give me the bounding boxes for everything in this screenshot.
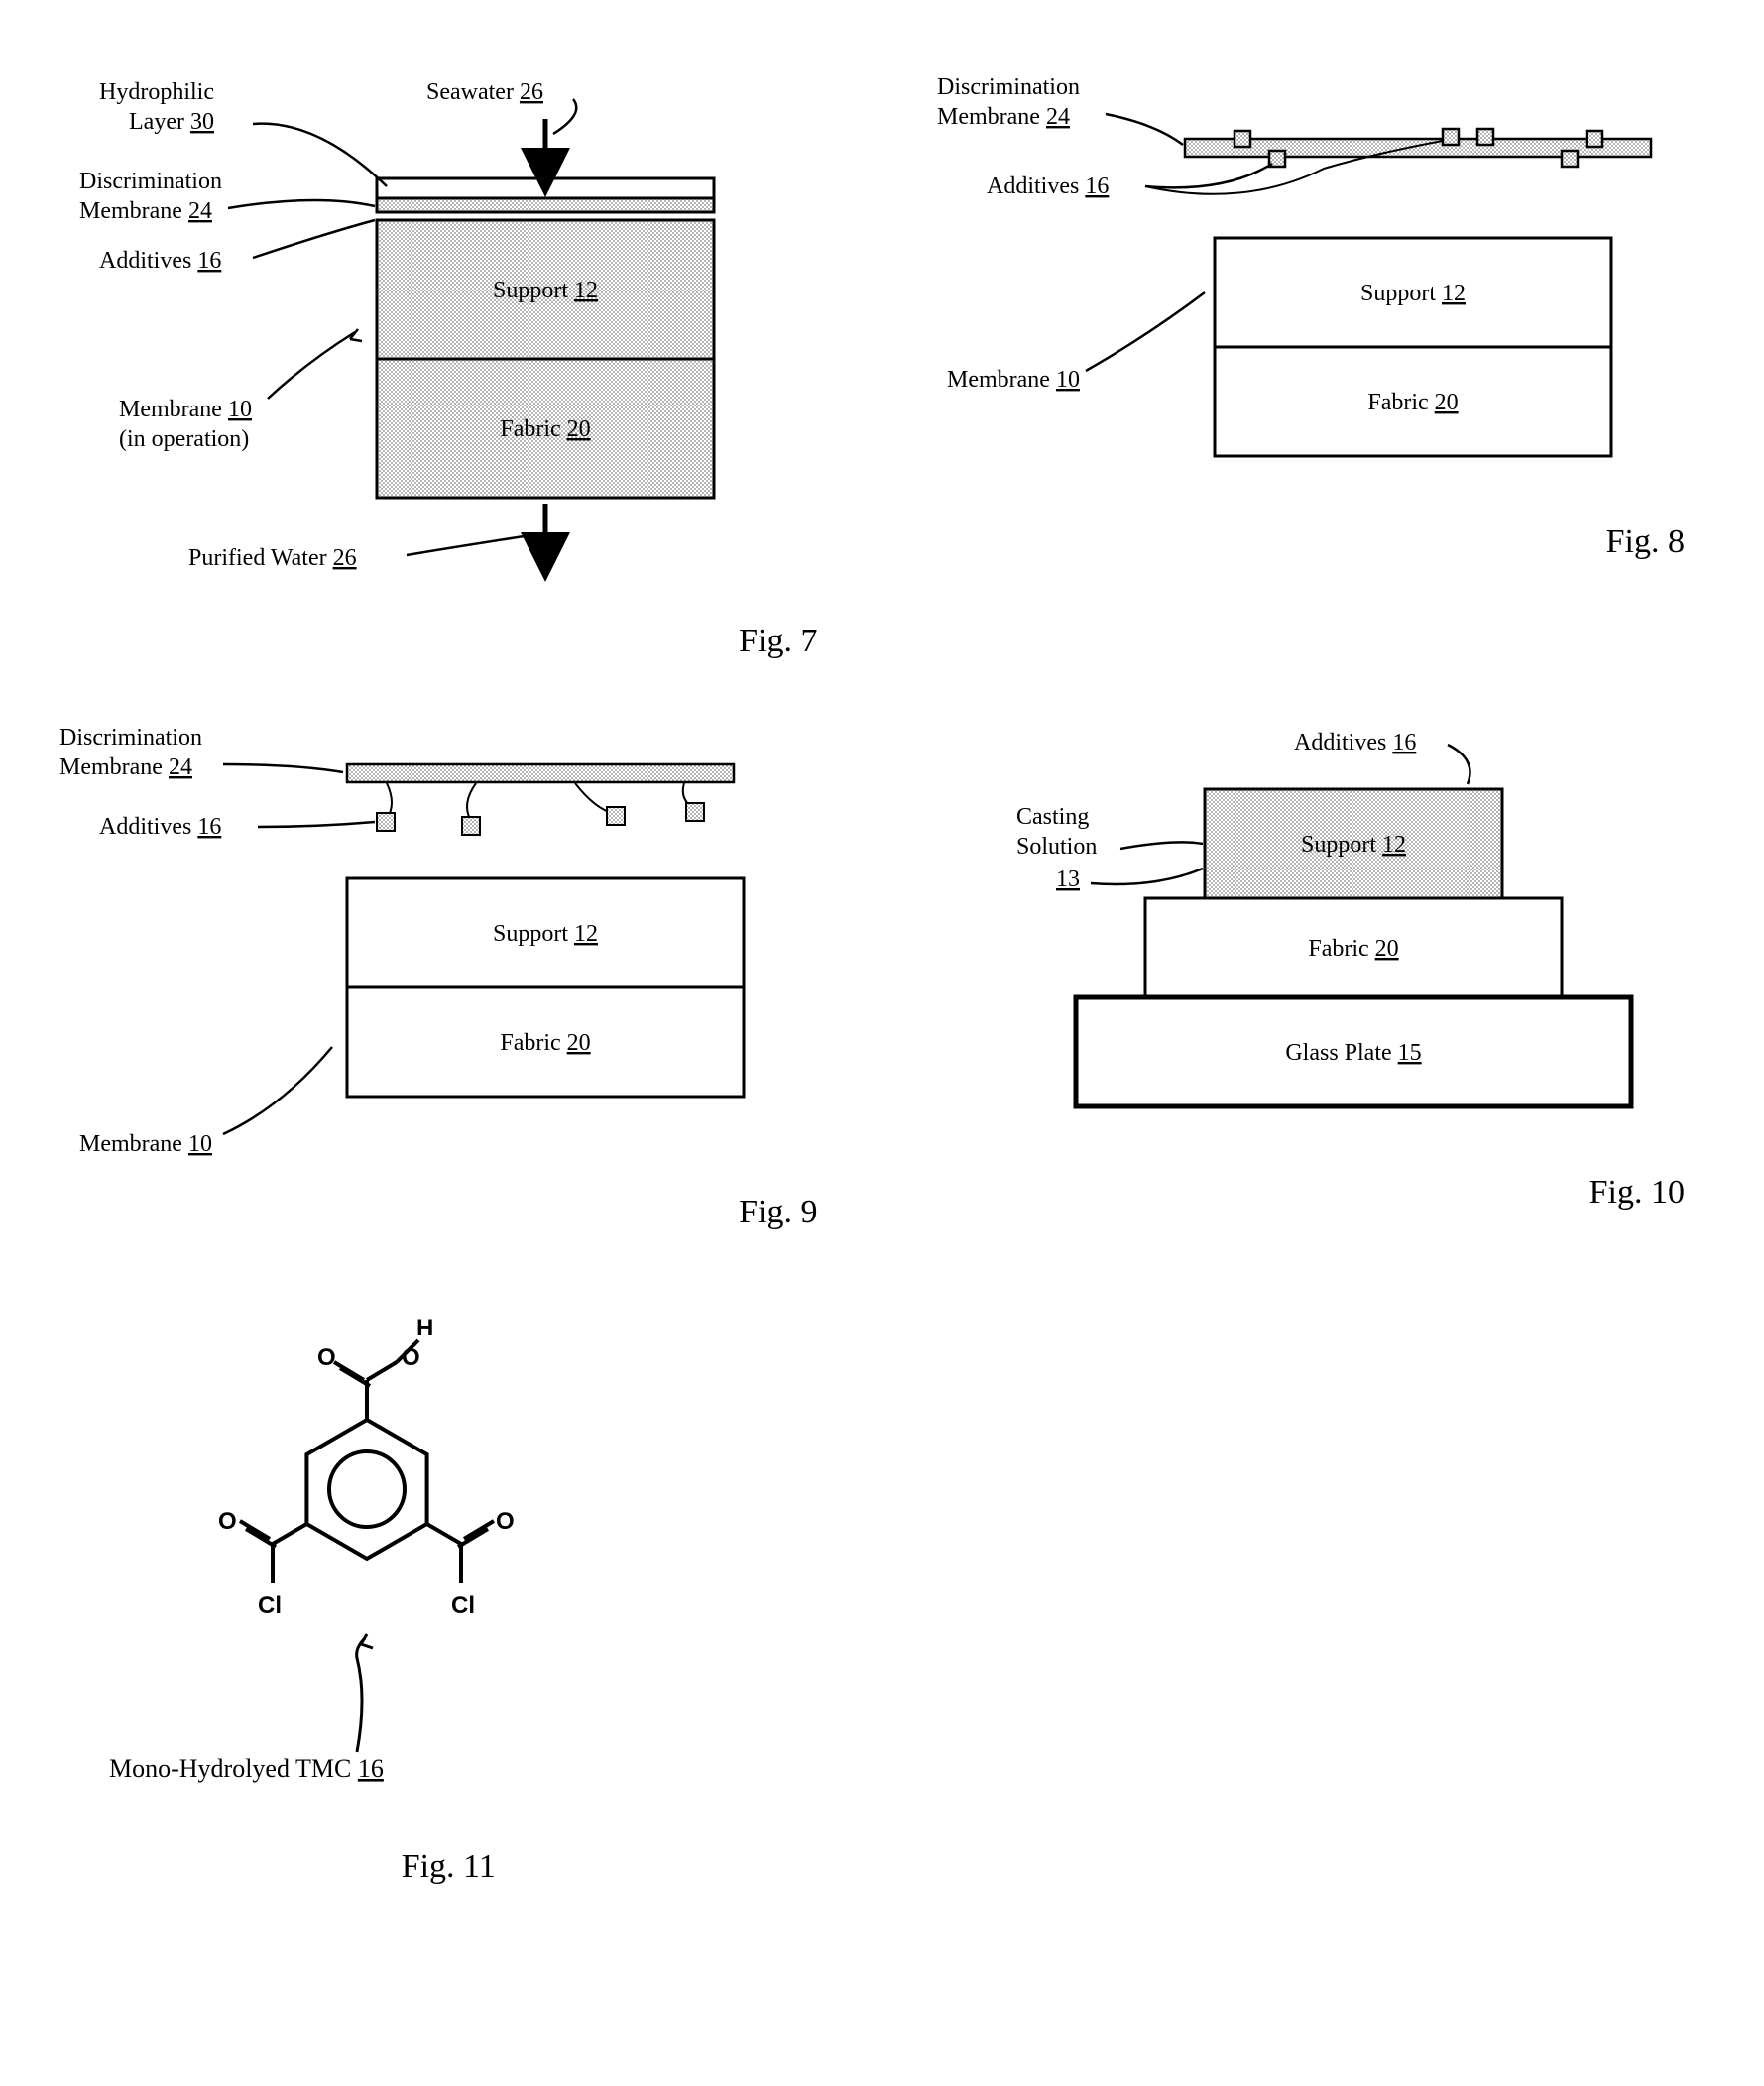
svg-text:Membrane 24: Membrane 24 xyxy=(937,104,1070,130)
fig10-diagram: Support 12 Fabric 20 Glass Plate 15 Addi… xyxy=(927,710,1701,1166)
svg-text:Glass Plate 15: Glass Plate 15 xyxy=(1285,1040,1421,1066)
fig9-cell: Support 12 Fabric 20 Discrimination Memb… xyxy=(59,710,838,1231)
svg-text:Discrimination: Discrimination xyxy=(937,74,1080,100)
svg-text:13: 13 xyxy=(1056,867,1080,892)
svg-text:Membrane 24: Membrane 24 xyxy=(79,198,212,224)
svg-text:Fabric 20: Fabric 20 xyxy=(500,416,590,442)
fig10-cell: Support 12 Fabric 20 Glass Plate 15 Addi… xyxy=(927,710,1705,1231)
svg-text:Discrimination: Discrimination xyxy=(79,169,222,194)
svg-text:Casting: Casting xyxy=(1016,804,1089,830)
svg-text:O: O xyxy=(218,1508,237,1535)
svg-text:Membrane 10: Membrane 10 xyxy=(947,367,1080,393)
svg-text:Solution: Solution xyxy=(1016,834,1097,860)
svg-text:Membrane 10: Membrane 10 xyxy=(119,397,252,422)
svg-text:Cl: Cl xyxy=(451,1592,475,1619)
svg-text:Hydrophilic: Hydrophilic xyxy=(99,79,214,105)
svg-text:Layer 30: Layer 30 xyxy=(129,109,214,135)
fig8-cell: Support 12 Fabric 20 Discrimination Memb… xyxy=(927,59,1705,660)
svg-text:O: O xyxy=(317,1344,336,1371)
svg-text:(in operation): (in operation) xyxy=(119,426,249,452)
svg-text:O: O xyxy=(402,1344,420,1371)
fig7-caption: Fig. 7 xyxy=(59,623,838,660)
svg-text:Fabric 20: Fabric 20 xyxy=(500,1030,590,1056)
fig10-caption: Fig. 10 xyxy=(927,1174,1705,1212)
fig9-caption: Fig. 9 xyxy=(59,1194,838,1231)
svg-text:Discrimination: Discrimination xyxy=(59,725,202,751)
svg-text:Additives 16: Additives 16 xyxy=(99,248,221,274)
svg-text:Mono-Hydrolyed TMC 16: Mono-Hydrolyed TMC 16 xyxy=(109,1754,384,1783)
svg-text:O: O xyxy=(496,1508,515,1535)
fig7-diagram: Support 12 Fabric 20 Hydrophilic Layer 3… xyxy=(59,59,833,615)
svg-text:Membrane 10: Membrane 10 xyxy=(79,1131,212,1157)
fig9-diagram: Support 12 Fabric 20 Discrimination Memb… xyxy=(59,710,833,1186)
fig8-diagram: Support 12 Fabric 20 Discrimination Memb… xyxy=(927,59,1701,516)
svg-text:Support 12: Support 12 xyxy=(1300,832,1405,858)
svg-text:Support 12: Support 12 xyxy=(1359,281,1465,306)
svg-text:Additives 16: Additives 16 xyxy=(987,174,1109,199)
svg-text:Membrane 24: Membrane 24 xyxy=(59,754,192,780)
fig7-cell: Support 12 Fabric 20 Hydrophilic Layer 3… xyxy=(59,59,838,660)
svg-text:Fabric 20: Fabric 20 xyxy=(1308,936,1398,962)
svg-text:Support 12: Support 12 xyxy=(493,278,598,303)
svg-text:Fabric 20: Fabric 20 xyxy=(1367,390,1458,415)
svg-text:Seawater 26: Seawater 26 xyxy=(426,79,543,105)
fig11-caption: Fig. 11 xyxy=(59,1848,838,1886)
fig11-diagram: O O H O O Cl Cl Mono-Hydrolyed TMC 16 xyxy=(59,1281,833,1836)
svg-text:Additives 16: Additives 16 xyxy=(1294,730,1416,755)
fig8-caption: Fig. 8 xyxy=(927,523,1705,561)
svg-text:Cl: Cl xyxy=(258,1592,282,1619)
figure-grid: Support 12 Fabric 20 Hydrophilic Layer 3… xyxy=(59,59,1705,1886)
fig11-cell: O O H O O Cl Cl Mono-Hydrolyed TMC 16 Fi… xyxy=(59,1281,838,1886)
svg-text:Purified Water 26: Purified Water 26 xyxy=(188,545,357,571)
svg-text:Support 12: Support 12 xyxy=(493,921,598,947)
svg-text:H: H xyxy=(416,1315,433,1341)
svg-text:Additives 16: Additives 16 xyxy=(99,814,221,840)
